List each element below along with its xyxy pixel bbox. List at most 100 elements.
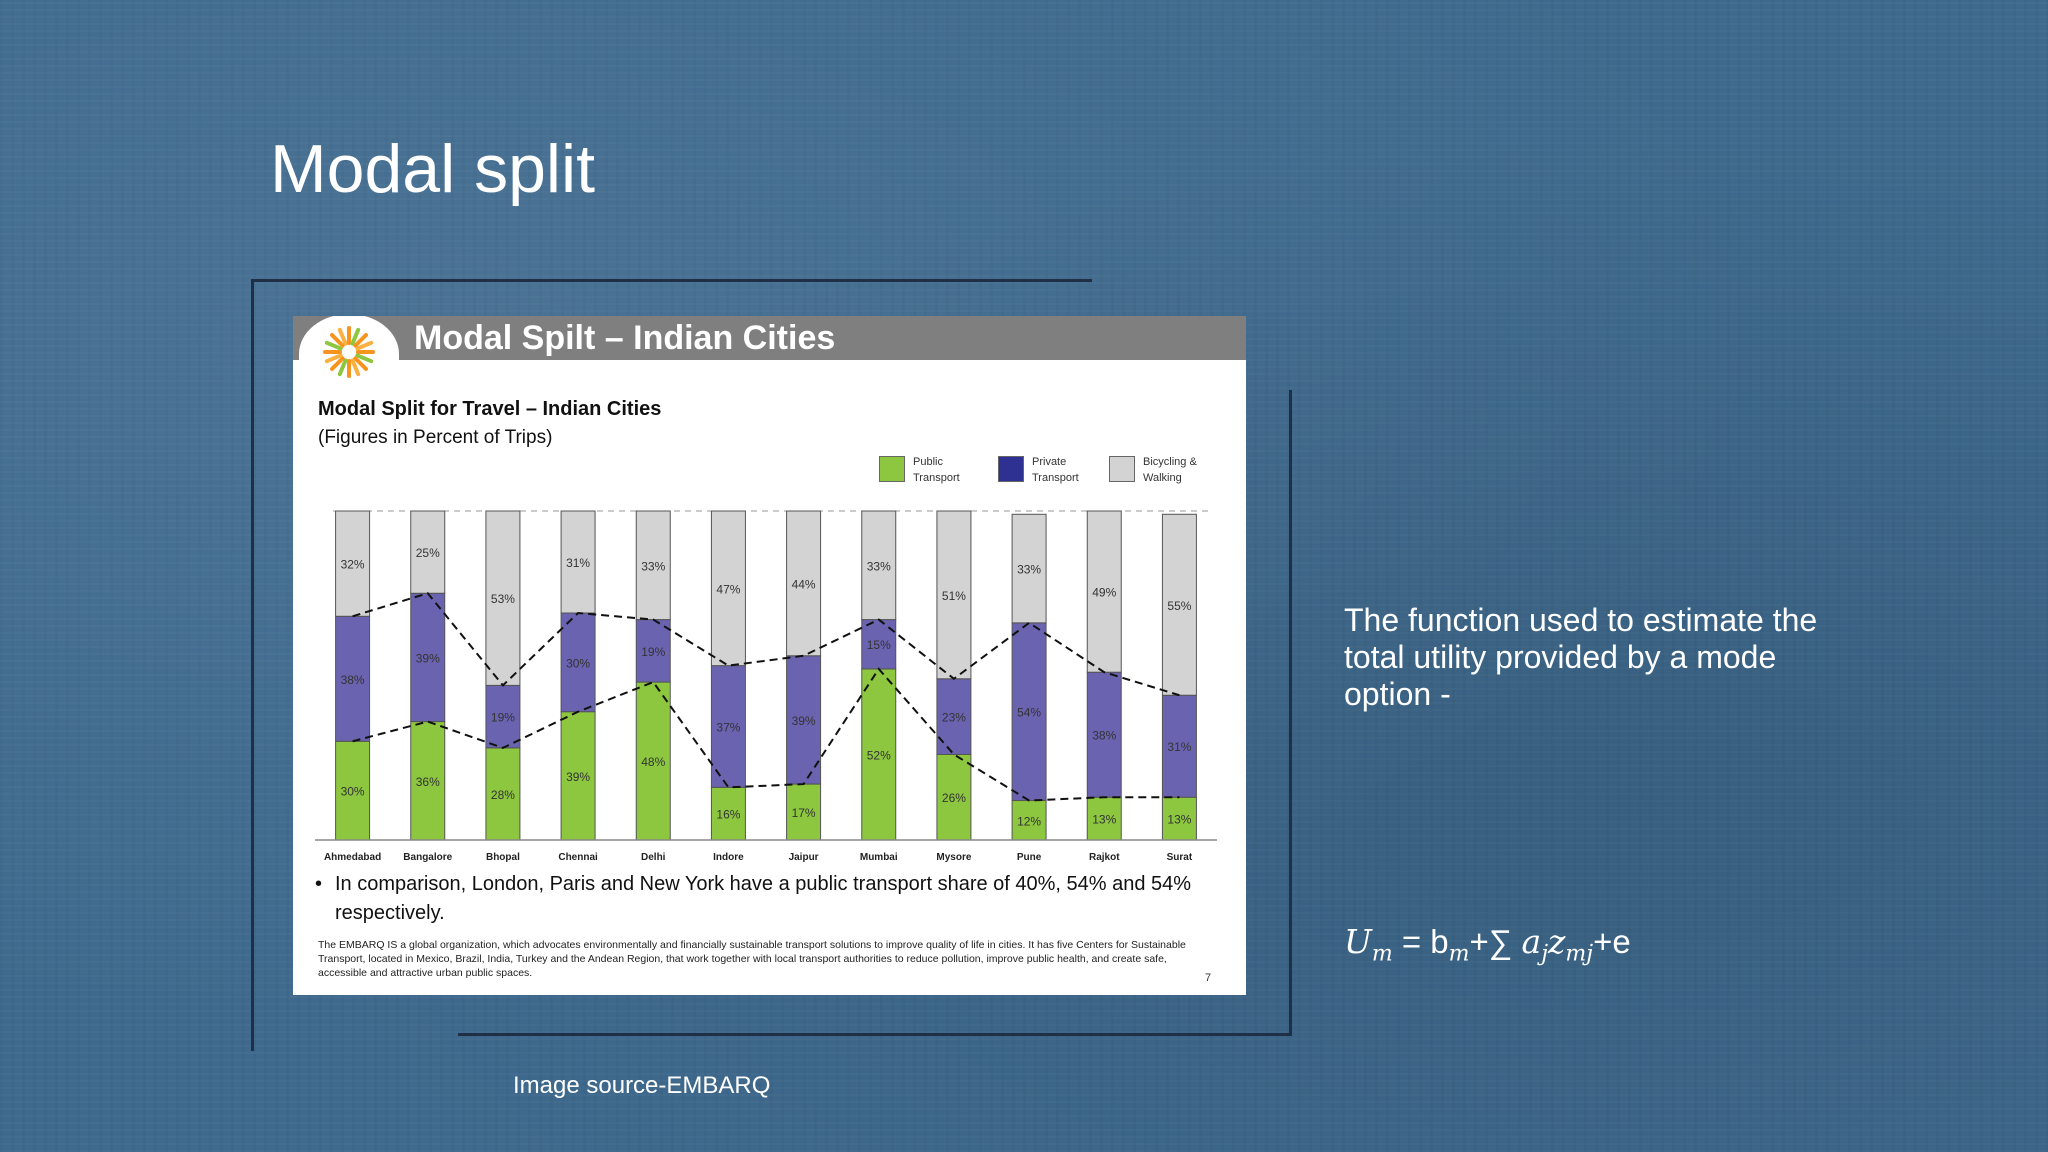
x-tick-label: Surat [1167, 852, 1193, 863]
frame-bottom-line [458, 1033, 1292, 1036]
x-tick-label: Bangalore [403, 852, 452, 863]
data-label: 13% [1167, 813, 1191, 827]
data-label: 13% [1092, 813, 1116, 827]
data-label: 16% [716, 808, 740, 822]
formula-z-sub: mj [1565, 941, 1594, 967]
x-tick-label: Mysore [936, 852, 971, 863]
data-label: 31% [566, 556, 590, 570]
embedded-page-number: 7 [1205, 972, 1212, 984]
bar-segment [1161, 513, 1197, 696]
legend-item-walking: Bicycling & Walking [1109, 454, 1215, 486]
slide-title: Modal split [270, 131, 596, 207]
legend-swatch-private [998, 456, 1024, 482]
formula-U: U [1344, 922, 1372, 961]
data-label: 39% [416, 651, 440, 665]
legend-label-public: Public Transport [913, 456, 960, 484]
logo-ray [330, 356, 345, 371]
chart-subtitle: (Figures in Percent of Trips) [318, 427, 553, 448]
data-label: 33% [1017, 563, 1041, 577]
data-label: 54% [1017, 706, 1041, 720]
data-label: 17% [792, 806, 816, 820]
x-tick-label: Delhi [641, 852, 666, 863]
data-label: 33% [867, 559, 891, 573]
logo-ray [350, 327, 361, 346]
embarq-note: The EMBARQ IS a global organization, whi… [318, 939, 1186, 979]
sunburst-logo-icon [323, 326, 375, 378]
x-tick-label: Chennai [558, 852, 598, 863]
embedded-header-title: Modal Spilt – Indian Cities [414, 319, 836, 357]
image-source-caption: Image source-EMBARQ [513, 1072, 771, 1099]
logo-ray [324, 340, 343, 351]
legend-item-private: Private Transport [998, 454, 1104, 486]
bar-segment [710, 665, 746, 788]
data-label: 38% [1092, 729, 1116, 743]
bar-segment [1086, 510, 1122, 673]
utility-formula: Um = bm+∑ ajzmj+e [1344, 922, 1631, 967]
formula-b-sub: m [1448, 941, 1470, 967]
data-label: 30% [566, 656, 590, 670]
logo-ray [324, 353, 343, 364]
legend-label-walking: Bicycling & Walking [1143, 456, 1197, 484]
data-label: 25% [416, 546, 440, 560]
utility-description: The function used to estimate the total … [1344, 602, 1818, 712]
x-tick-label: Pune [1017, 852, 1042, 863]
logo-ray [337, 358, 348, 377]
bar-segment [1086, 671, 1122, 798]
x-tick-label: Jaipur [789, 852, 819, 863]
logo-ray [355, 353, 374, 364]
x-tick-label: Indore [713, 852, 744, 863]
logo-ray [353, 356, 368, 371]
stacked-bar-chart: 30% 38% 32% Ahmedabad 36% 39% 25% Bangalore 28% 1… [315, 510, 1217, 863]
logo-ray [337, 327, 348, 346]
x-tick-label: Ahmedabad [324, 852, 381, 863]
formula-U-sub: m [1371, 941, 1393, 967]
bar-segment [410, 510, 446, 594]
data-label: 44% [792, 577, 816, 591]
public-boundary-line [352, 667, 1180, 802]
bar-segment [861, 510, 897, 621]
bar-segment [710, 510, 746, 667]
logo-ray [330, 333, 345, 348]
bar-segment [1161, 694, 1197, 798]
data-label: 38% [341, 673, 365, 687]
x-tick-label: Rajkot [1089, 852, 1120, 863]
formula-sum: +∑ [1469, 923, 1522, 960]
data-label: 37% [716, 720, 740, 734]
data-label: 31% [1167, 740, 1191, 754]
logo-ray [353, 333, 368, 348]
bar-segment [1011, 513, 1047, 624]
frame-top-line [252, 279, 1092, 282]
private-boundary-line [352, 592, 1180, 697]
bar-segment [635, 619, 671, 683]
comparison-bullet: • In comparison, London, Paris and New Y… [315, 870, 1215, 928]
legend-swatch-walking [1109, 456, 1135, 482]
bar-segment [560, 510, 596, 614]
frame-left-line [251, 279, 254, 1051]
data-label: 39% [792, 714, 816, 728]
bar-segment [410, 592, 446, 723]
formula-a: a [1521, 922, 1542, 961]
data-label: 28% [491, 788, 515, 802]
chart-title: Modal Split for Travel – Indian Cities [318, 398, 662, 420]
bar-segment [335, 740, 371, 841]
legend-label-private: Private Transport [1032, 456, 1079, 484]
bullet-text: In comparison, London, Paris and New Yor… [335, 873, 1192, 924]
data-label: 39% [566, 770, 590, 784]
data-label: 19% [491, 711, 515, 725]
data-label: 19% [641, 645, 665, 659]
x-tick-label: Bhopal [486, 852, 520, 863]
data-label: 15% [867, 638, 891, 652]
data-label: 48% [641, 755, 665, 769]
data-label: 49% [1092, 586, 1116, 600]
formula-a-sub: j [1541, 941, 1549, 967]
data-label: 51% [942, 589, 966, 603]
embarq-logo [299, 316, 399, 394]
data-label: 32% [341, 558, 365, 572]
formula-tail: +e [1593, 923, 1631, 960]
x-tick-label: Mumbai [860, 852, 898, 863]
data-label: 12% [1017, 814, 1041, 828]
data-label: 30% [341, 785, 365, 799]
data-label: 36% [416, 775, 440, 789]
frame-right-line [1289, 390, 1292, 1036]
data-label: 55% [1167, 599, 1191, 613]
